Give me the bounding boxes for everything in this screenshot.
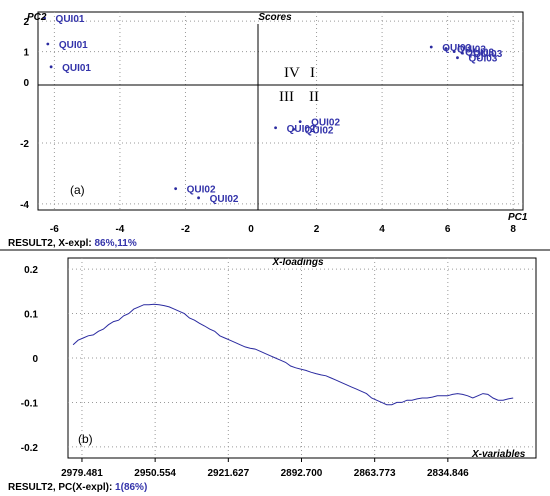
scores-x-tick-labels: -6 -4 -2 0 2 4 6 8 bbox=[50, 224, 516, 235]
score-point-label: QUI02 bbox=[187, 185, 216, 196]
loadings-y-tick-labels: 0.2 0.1 0 -0.1 -0.2 bbox=[21, 265, 39, 454]
panel-label-b: (b) bbox=[78, 432, 93, 446]
scores-grid bbox=[38, 12, 523, 210]
score-point bbox=[43, 16, 46, 20]
scores-x-tick-label: -2 bbox=[181, 224, 190, 235]
loadings-y-tick-label: 0 bbox=[32, 354, 38, 365]
score-point-label: QUI03 bbox=[465, 48, 494, 59]
scores-y-axis-label: PC2 bbox=[27, 12, 47, 23]
score-point bbox=[174, 187, 178, 191]
loadings-y-tick-label: -0.2 bbox=[21, 443, 39, 454]
score-point bbox=[49, 65, 53, 69]
loadings-x-tick-label: 2921.627 bbox=[207, 468, 249, 479]
panel-label-a: (a) bbox=[70, 183, 85, 197]
score-point bbox=[452, 50, 456, 53]
score-point-label: QUI01 bbox=[56, 14, 85, 25]
score-point-label: QUI03 bbox=[457, 45, 486, 56]
loadings-footer: RESULT2, PC(X-expl): 1(86%) bbox=[8, 482, 147, 493]
scores-x-tick-label: 2 bbox=[314, 224, 320, 235]
score-point bbox=[274, 126, 277, 130]
loadings-y-tick-label: 0.2 bbox=[24, 265, 38, 276]
scores-footer-value: 86%,11% bbox=[95, 238, 137, 249]
score-point bbox=[444, 47, 448, 50]
scores-plot-frame bbox=[37, 11, 524, 211]
score-point-label: QUI03 bbox=[473, 49, 502, 60]
score-point-label: QUI02 bbox=[311, 118, 340, 129]
scores-y-tick-labels: 2 1 0 -2 -4 bbox=[20, 17, 29, 211]
loadings-x-tick-labels: 2979.481 2950.554 2921.627 2892.700 2863.773… bbox=[61, 468, 469, 479]
score-point bbox=[298, 120, 302, 124]
score-point-label: QUI02 bbox=[305, 125, 334, 136]
loadings-x-tick-label: 2834.846 bbox=[427, 468, 469, 479]
scores-x-tick-label: 4 bbox=[379, 224, 385, 235]
loadings-x-tick-label: 2863.773 bbox=[354, 468, 396, 479]
loadings-grid bbox=[68, 258, 536, 462]
score-point-label: QUI01 bbox=[59, 40, 88, 51]
quadrant-label-iii: III bbox=[279, 89, 294, 105]
scores-points: QUI01 QUI01 QUI01 QUI03QUI03QUI03QUI03QUI03… bbox=[43, 14, 503, 205]
loadings-x-tick-label: 2892.700 bbox=[281, 468, 323, 479]
scores-y-tick-label: -4 bbox=[20, 200, 29, 211]
scores-y-tick-label: 0 bbox=[23, 78, 29, 89]
loadings-x-tick-label: 2950.554 bbox=[134, 468, 176, 479]
scores-y-tick-label: -2 bbox=[20, 139, 29, 150]
score-point-label: QUI03 bbox=[442, 43, 471, 54]
scores-y-tick-label: 2 bbox=[23, 17, 29, 28]
loadings-y-tick-label: -0.1 bbox=[21, 398, 39, 409]
loadings-x-tick-label: 2979.481 bbox=[61, 468, 103, 479]
loadings-x-axis-label: X-variables bbox=[471, 449, 526, 460]
scores-x-tick-label: 6 bbox=[445, 224, 451, 235]
loadings-footer-prefix: RESULT2, PC(X-expl): bbox=[8, 482, 115, 493]
score-point bbox=[460, 51, 464, 55]
loadings-title: X-loadings bbox=[271, 257, 324, 268]
loadings-panel: 2979.481 2950.554 2921.627 2892.700 2863.773… bbox=[8, 257, 537, 493]
scores-x-axis-label: PC1 bbox=[508, 212, 528, 223]
scores-x-tick-label: -4 bbox=[115, 224, 124, 235]
quadrant-label-ii: II bbox=[309, 89, 319, 105]
score-point-label: QUI02 bbox=[210, 194, 239, 205]
score-point bbox=[429, 45, 433, 49]
scores-x-tick-label: 8 bbox=[510, 224, 516, 235]
score-point-label: QUI01 bbox=[62, 63, 91, 74]
score-point bbox=[46, 42, 50, 46]
score-point bbox=[197, 196, 200, 200]
scores-x-tick-label: -6 bbox=[50, 224, 59, 235]
score-point-label: QUI02 bbox=[287, 124, 316, 135]
quadrant-label-iv: IV bbox=[284, 65, 300, 81]
scores-footer-prefix: RESULT2, X-expl: bbox=[8, 238, 95, 249]
score-point bbox=[292, 127, 296, 131]
scores-panel: -6 -4 -2 0 2 4 6 8 2 1 0 -2 -4 QUI01 QUI01 QUI01 QUI03… bbox=[8, 11, 528, 249]
quadrant-label-i: I bbox=[310, 65, 315, 81]
scores-y-tick-label: 1 bbox=[23, 48, 29, 59]
loadings-footer-value: 1(86%) bbox=[115, 482, 147, 493]
loadings-plot-frame bbox=[67, 257, 537, 459]
scores-footer: RESULT2, X-expl: 86%,11% bbox=[8, 238, 137, 249]
loadings-series-line bbox=[72, 303, 514, 406]
loadings-y-tick-label: 0.1 bbox=[24, 310, 38, 321]
score-point-label: QUI03 bbox=[468, 54, 497, 65]
score-point bbox=[456, 56, 459, 60]
scores-x-tick-label: 0 bbox=[248, 224, 254, 235]
scores-title: Scores bbox=[258, 12, 292, 23]
